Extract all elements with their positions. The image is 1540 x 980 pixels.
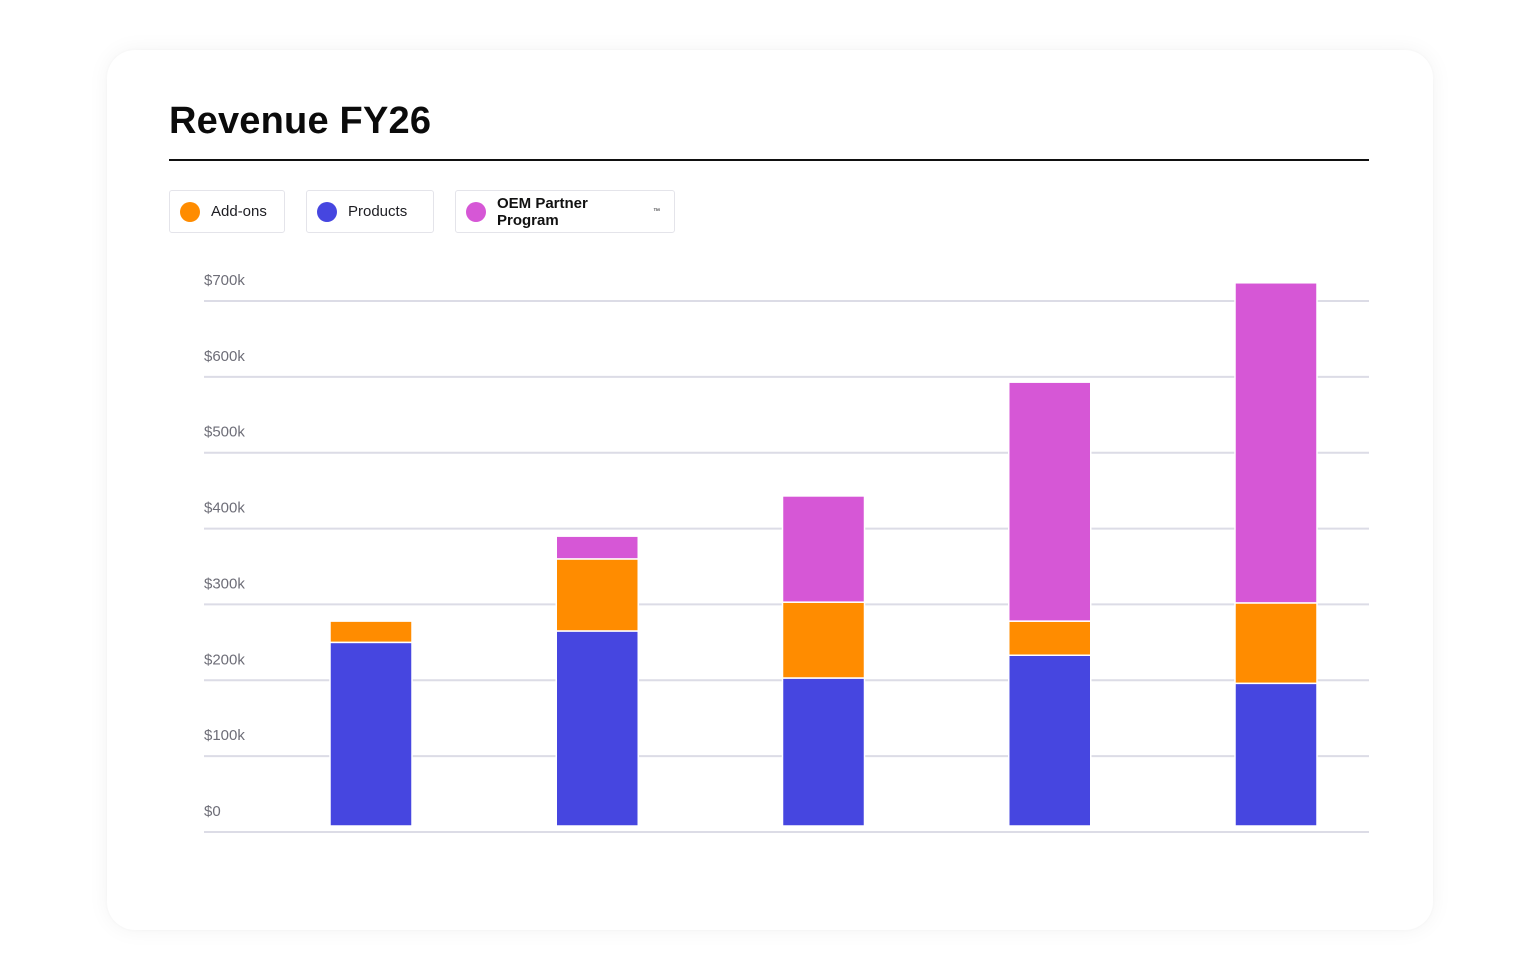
chart-card: Revenue FY26 Add-ons Products OEM Partne… <box>107 50 1433 930</box>
legend-label-oem: OEM Partner Program <box>497 194 588 229</box>
bar-segment-oem-partner-program <box>781 495 866 603</box>
legend-item-products[interactable]: Products <box>306 190 434 233</box>
y-tick-label: $700k <box>204 272 245 289</box>
legend-label-add-ons: Add-ons <box>211 203 267 220</box>
y-tick-label: $0 <box>204 803 221 820</box>
y-tick-label: $600k <box>204 348 245 365</box>
bar-segment-add-ons <box>555 558 639 632</box>
legend-dot-products <box>317 201 337 222</box>
y-tick-label: $200k <box>204 651 245 668</box>
bar-segment-add-ons <box>329 620 413 644</box>
bar-segment-add-ons <box>1008 620 1092 657</box>
legend-dot-oem <box>466 201 486 222</box>
title-divider <box>169 159 1369 161</box>
legend-label-products: Products <box>348 203 408 220</box>
chart-title: Revenue FY26 <box>169 100 432 142</box>
bar-segment-oem-partner-program <box>555 535 639 560</box>
bar-segment-oem-partner-program <box>1234 282 1318 604</box>
trademark-mark: ™ <box>653 208 660 215</box>
bar-segment-products <box>555 630 639 827</box>
y-tick-label: $300k <box>204 575 245 592</box>
legend-dot-add-ons <box>180 201 200 222</box>
y-tick-label: $400k <box>204 500 245 517</box>
bar-segment-products <box>781 677 866 827</box>
bar-segment-add-ons <box>781 601 866 679</box>
y-tick-label: $100k <box>204 727 245 744</box>
bar-segment-products <box>329 641 413 827</box>
legend-item-add-ons[interactable]: Add-ons <box>169 190 285 233</box>
legend-item-oem-partner-program[interactable]: OEM Partner Program ™ <box>455 190 675 233</box>
y-tick-label: $500k <box>204 424 245 441</box>
bar-segment-oem-partner-program <box>1008 381 1092 622</box>
stacked-bar-chart: $0 $100k $200k $300k $400k $500k $600k $700k <box>204 272 1369 833</box>
bar-segment-add-ons <box>1234 602 1318 685</box>
bar-segment-products <box>1008 654 1092 827</box>
bar-segment-products <box>1234 682 1318 827</box>
